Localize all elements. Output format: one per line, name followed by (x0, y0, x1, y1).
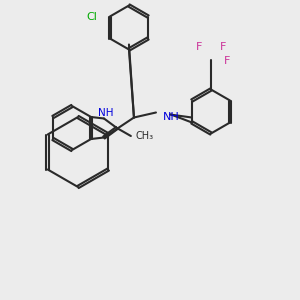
Text: NH: NH (98, 107, 114, 118)
Text: F: F (224, 56, 230, 65)
Text: F: F (196, 41, 202, 52)
Text: CH₃: CH₃ (136, 131, 154, 141)
Text: NH: NH (163, 112, 180, 122)
Text: Cl: Cl (86, 11, 97, 22)
Text: F: F (220, 41, 226, 52)
